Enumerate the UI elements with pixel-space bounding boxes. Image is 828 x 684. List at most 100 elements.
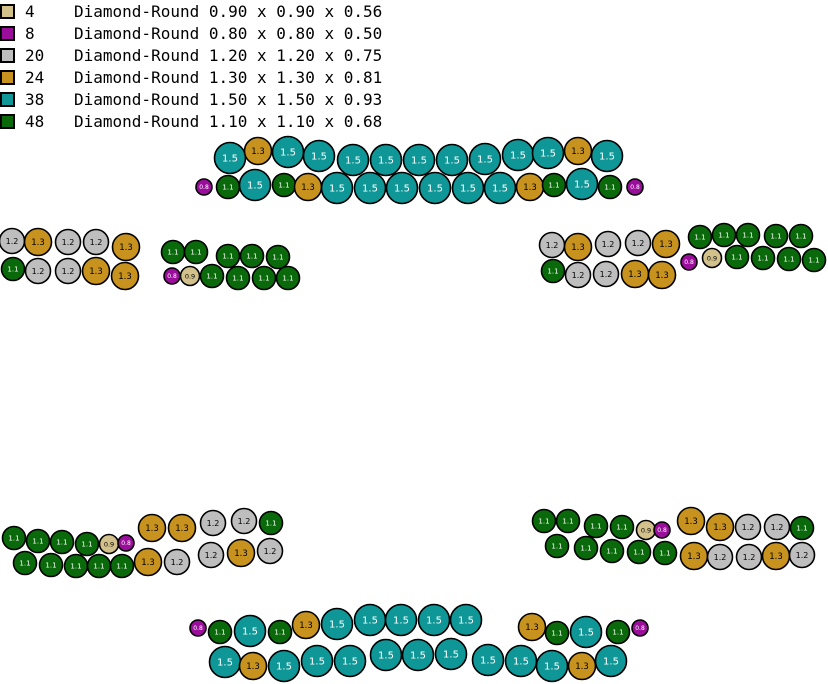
- stone-group-lower-right: 1.1 1.1 1.1 1.1 0.9 0.8 1.3 1.3 1.2 1.2 1.1 1.1 1.1 1…: [531, 506, 816, 571]
- stone: 1.5: [267, 649, 301, 683]
- stone: 1.3: [111, 232, 141, 262]
- stone-circle: [384, 603, 418, 637]
- stone-label: 1.1: [551, 630, 562, 638]
- stone-label: 0.9: [104, 540, 114, 548]
- legend-description: Diamond-Round 1.50 x 1.50 x 0.93: [74, 89, 383, 109]
- stone: 1.1: [267, 619, 293, 645]
- stone: 1.2: [624, 229, 652, 257]
- stone: 1.5: [238, 168, 272, 202]
- stone-label: 1.5: [426, 616, 442, 627]
- legend-swatch: [0, 91, 15, 107]
- stone-circle: [626, 539, 652, 565]
- stone-circle: [583, 513, 609, 539]
- stone-circle: [609, 514, 635, 540]
- stone: 1.5: [353, 603, 387, 637]
- stone-circle: [569, 615, 603, 649]
- stone: 1.1: [265, 244, 291, 270]
- stone-label: 1.3: [525, 623, 539, 633]
- stone-circle: [451, 171, 485, 205]
- stone-label: 1.1: [272, 254, 283, 262]
- stone-label: 1.5: [280, 148, 296, 159]
- stone: 1.5: [531, 136, 565, 170]
- stone-label: 1.1: [659, 550, 670, 558]
- stone: 1.1: [63, 553, 89, 579]
- legend-count: 8: [25, 23, 35, 43]
- stone: 1.1: [544, 620, 570, 646]
- stone-label: 1.5: [362, 184, 378, 195]
- stone-circle: [734, 513, 762, 541]
- stone-circle: [24, 257, 52, 285]
- stone: 1.1: [540, 258, 566, 284]
- stone-circle: [763, 513, 791, 541]
- stone-circle: [535, 649, 569, 683]
- stone: 1.5: [213, 141, 247, 175]
- stone-label: 1.2: [714, 553, 727, 562]
- stone: 1.5: [401, 638, 435, 672]
- stone: 1.5: [435, 143, 469, 177]
- stone-label: 1.1: [19, 560, 30, 568]
- stone-label: 1.3: [628, 270, 642, 280]
- stone-label: 1.1: [232, 275, 243, 283]
- stone-circle: [647, 260, 677, 290]
- stone: 1.1: [183, 239, 209, 265]
- stone: 0.9: [179, 265, 201, 287]
- stone-circle: [225, 265, 251, 291]
- stone-circle: [25, 528, 51, 554]
- stone: 1.5: [535, 649, 569, 683]
- stone: 1.1: [599, 538, 625, 564]
- stone-label: 0.8: [193, 625, 203, 632]
- stone-label: 1.2: [6, 237, 19, 246]
- stone-label: 1.2: [546, 241, 559, 250]
- stone-label: 1.3: [89, 267, 103, 277]
- stone-circle: [54, 257, 82, 285]
- stone-label: 1.1: [633, 549, 644, 557]
- stone: 1.3: [676, 506, 706, 536]
- stone-label: 1.1: [742, 232, 753, 240]
- stone: 1.1: [801, 247, 827, 273]
- stone-label: 1.3: [141, 558, 155, 568]
- stone-label: 1.3: [119, 243, 133, 253]
- stone-label: 1.1: [795, 233, 806, 241]
- stone: 1.5: [483, 171, 517, 205]
- stone-label: 1.5: [427, 184, 443, 195]
- stone: 1.1: [541, 172, 567, 198]
- stone-circle: [275, 265, 301, 291]
- stone-circle: [109, 553, 135, 579]
- stone-circle: [251, 265, 277, 291]
- stone-label: 1.1: [70, 563, 81, 571]
- stone: 1.5: [468, 142, 502, 176]
- stone-circle: [651, 229, 681, 259]
- stone-label: 1.2: [742, 523, 755, 532]
- stone-circle: [531, 136, 565, 170]
- stone-label: 1.5: [247, 181, 263, 192]
- stone-label: 1.5: [510, 151, 526, 162]
- stone: 1.5: [449, 603, 483, 637]
- stone-label: 1.2: [743, 553, 756, 562]
- stone-circle: [434, 637, 468, 671]
- stone: 1.3: [651, 229, 681, 259]
- stone-circle: [238, 651, 268, 681]
- stone: 1.1: [573, 535, 599, 561]
- stone: 1.1: [251, 265, 277, 291]
- stone: 1.5: [451, 171, 485, 205]
- stone: 1.1: [687, 224, 713, 250]
- stone: 1.2: [763, 513, 791, 541]
- stone: 1.2: [230, 507, 258, 535]
- stone: 1.3: [110, 261, 140, 291]
- stone: 1.1: [207, 619, 233, 645]
- stone-label: 1.1: [56, 539, 67, 547]
- stone-label: 1.5: [480, 656, 496, 667]
- stone: 1.2: [256, 537, 284, 565]
- stone-label: 1.3: [659, 240, 673, 250]
- stone: 0.8: [626, 178, 644, 196]
- stone-label: 0.8: [199, 184, 209, 191]
- stone-circle: [54, 228, 82, 256]
- stone-label: 0.8: [684, 259, 694, 266]
- stone: 1.5: [320, 171, 354, 205]
- stone: 1.1: [609, 514, 635, 540]
- stone-circle: [735, 543, 763, 571]
- stone-label: 1.5: [276, 662, 292, 673]
- stone: 1.1: [38, 552, 64, 578]
- stone-label: 1.2: [90, 238, 103, 247]
- stone-label: 1.3: [571, 243, 585, 253]
